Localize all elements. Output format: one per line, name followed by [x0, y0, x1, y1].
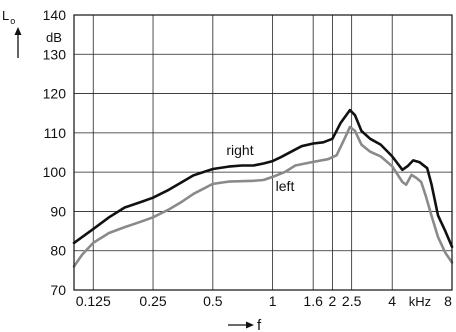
y-unit-label: dB: [46, 30, 62, 45]
x-tick-label: 8: [444, 293, 452, 309]
y-tick-label: 140: [43, 7, 67, 23]
x-tick-label: 1: [269, 293, 277, 309]
series-line-left: [72, 125, 454, 268]
x-tick-label: 2: [329, 293, 337, 309]
series-label-left: left: [276, 178, 295, 194]
y-tick-labels: 70 80 90 100 110 120 130 140: [43, 7, 67, 298]
y-tick-label: 90: [50, 203, 66, 219]
x-tick-label: 0.5: [203, 293, 223, 309]
y-axis-arrow: [14, 27, 22, 58]
series-curves: right left: [72, 108, 454, 268]
x-axis-label: f: [257, 317, 262, 332]
y-tick-label: 80: [50, 243, 66, 259]
x-tick-label: 1.6: [303, 293, 323, 309]
x-tick-label: 0.125: [76, 293, 111, 309]
series-label-right: right: [226, 142, 253, 158]
x-tick-label: 0.25: [139, 293, 166, 309]
x-tick-label: 2.5: [342, 293, 362, 309]
x-tick-label: 4: [388, 293, 396, 309]
y-tick-label: 120: [43, 86, 67, 102]
y-tick-label: 130: [43, 46, 67, 62]
x-axis-arrow: [228, 321, 254, 329]
series-line-right: [72, 108, 454, 249]
plot-frame: [73, 14, 453, 291]
y-tick-label: 100: [43, 164, 67, 180]
y-tick-label: 70: [50, 282, 66, 298]
y-tick-label: 110: [44, 125, 67, 141]
x-unit-label: kHz: [409, 294, 431, 309]
y-axis-label: Lo: [2, 8, 15, 26]
grid-lines: [74, 14, 453, 291]
x-tick-labels: 0.125 0.25 0.5 1 1.6 2 2.5 4 8: [76, 293, 452, 309]
